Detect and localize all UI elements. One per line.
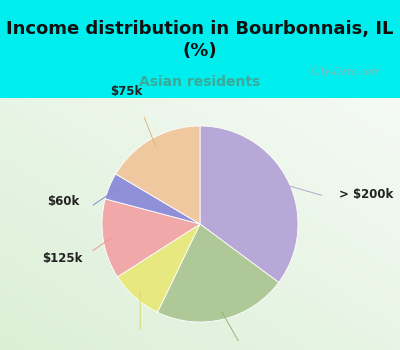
Text: $60k: $60k xyxy=(47,195,79,208)
Text: > $200k: > $200k xyxy=(340,188,394,201)
Text: $125k: $125k xyxy=(43,252,83,265)
Wedge shape xyxy=(158,224,279,322)
Text: $75k: $75k xyxy=(110,85,143,98)
Wedge shape xyxy=(102,199,200,277)
Wedge shape xyxy=(118,224,200,312)
Wedge shape xyxy=(105,174,200,224)
Wedge shape xyxy=(116,126,200,224)
Wedge shape xyxy=(200,126,298,282)
Text: Asian residents: Asian residents xyxy=(139,75,261,89)
Text: City-Data.com: City-Data.com xyxy=(306,67,381,77)
Text: Income distribution in Bourbonnais, IL
(%): Income distribution in Bourbonnais, IL (… xyxy=(6,20,394,60)
